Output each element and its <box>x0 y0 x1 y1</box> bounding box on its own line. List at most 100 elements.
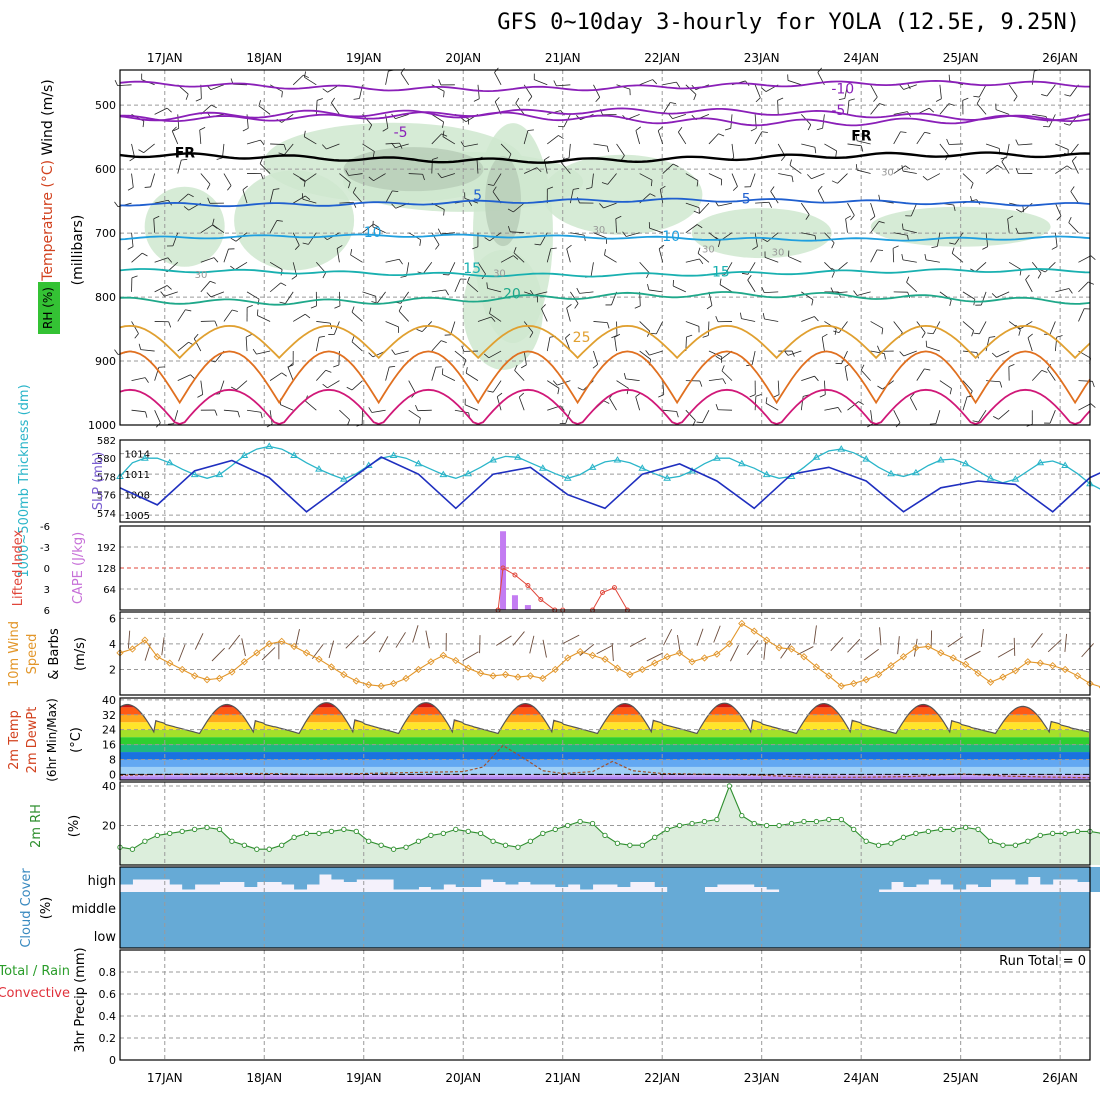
y-label-thickness: 1000~500mb Thickness (dm) <box>17 384 32 577</box>
wind-barb <box>362 223 374 234</box>
y-tick-pressure: 500 <box>95 99 116 112</box>
wind-barb <box>893 131 901 145</box>
wind-barb-flag <box>1063 123 1070 126</box>
cloud-high-bar <box>132 867 146 880</box>
wind-barb-flag <box>822 333 828 338</box>
y-label-temp-a-part: 2m Temp <box>7 710 22 770</box>
rh2m-marker <box>415 838 422 844</box>
wind-barb <box>154 107 168 115</box>
y-label-temp-d-part: (°C) <box>69 727 84 753</box>
wind-barb-flag <box>347 419 351 426</box>
wind-barb <box>223 309 233 322</box>
wind-barb <box>547 380 560 389</box>
wind-barb-flag <box>422 174 425 181</box>
wind-barb <box>487 287 502 293</box>
rh2m-marker <box>129 846 136 852</box>
wind-barb <box>593 232 607 239</box>
cloud-high-bar <box>940 867 954 885</box>
wind-barb <box>764 291 779 294</box>
rh2m-marker <box>577 818 583 825</box>
cape-bar <box>511 595 518 610</box>
wind-barb <box>609 397 617 411</box>
wind-barb <box>302 198 317 204</box>
wind-barb <box>615 218 617 233</box>
wind-barb-flag <box>195 98 202 102</box>
wind-barb-flag <box>907 83 911 90</box>
thickness-marker <box>936 456 945 463</box>
temp-band <box>120 737 1090 745</box>
wind-barb-flag <box>970 182 974 189</box>
wind-barb-flag <box>780 155 786 162</box>
thickness-marker <box>737 459 746 467</box>
wind-barb-flag <box>837 407 842 413</box>
thickness-marker <box>563 474 572 481</box>
wind-barb-flag <box>672 163 679 168</box>
wind-barb-flag <box>845 215 852 220</box>
wind-barb-flag <box>372 151 375 158</box>
wind-barb <box>639 321 651 332</box>
wind-barb <box>948 143 963 145</box>
wind-barb-flag <box>142 121 145 128</box>
y-tick-cape: 128 <box>97 564 116 575</box>
wind-barb <box>916 132 925 145</box>
wind-barb <box>293 195 306 204</box>
wind-barb <box>569 189 574 204</box>
wind-barb <box>385 321 399 328</box>
wind-barb-flag <box>1013 96 1018 102</box>
wind10m-barb <box>980 629 984 648</box>
wind10m-marker <box>514 673 522 681</box>
wind-barb-flag <box>833 330 840 334</box>
wind10m-marker <box>564 654 572 662</box>
wind-barb <box>590 262 594 277</box>
wind-barb-flag <box>350 248 353 255</box>
wind-barb <box>777 100 779 115</box>
wind-barb <box>541 308 548 322</box>
wind-barb-flag <box>877 345 881 352</box>
wind10m-marker <box>228 668 236 676</box>
wind-barb <box>242 189 248 204</box>
wind-barb-flag <box>740 312 742 319</box>
y-label-thickness-part: 1000~500mb Thickness (dm) <box>17 384 32 577</box>
wind-barb <box>154 285 168 293</box>
wind-barb <box>800 396 804 411</box>
wind-barb-flag <box>212 218 215 225</box>
thickness-marker <box>315 465 323 472</box>
rh2m-marker <box>701 818 708 825</box>
y-label-cloud-part: Cloud Cover <box>19 868 34 948</box>
wind-barb <box>604 254 617 263</box>
wind-barb <box>1078 255 1092 263</box>
wind-barb <box>395 143 409 149</box>
wind-barb <box>431 133 442 145</box>
cloud-high-bar <box>1052 867 1066 880</box>
time-label-bottom: 21JAN <box>545 1071 581 1085</box>
y-label-cloud-unit-part: (%) <box>39 897 54 920</box>
wind-barb-flag <box>527 129 534 131</box>
wind-barb <box>200 380 204 395</box>
wind-barb-flag <box>762 313 765 320</box>
wind-barb-flag <box>574 303 579 309</box>
wind-barb-flag <box>768 202 772 208</box>
y-tick-pressure: 600 <box>95 163 116 176</box>
rh2m-marker <box>241 842 248 848</box>
wind-barb <box>1018 232 1033 234</box>
wind-barb-flag <box>805 214 810 220</box>
time-label-top: 17JAN <box>147 51 183 65</box>
wind10m-barb <box>813 625 817 644</box>
cloud-high-bar <box>692 867 705 892</box>
wind-barb-flag <box>741 272 749 275</box>
wind-barb-flag <box>508 153 512 160</box>
wind-barb-flag <box>853 290 858 296</box>
wind-barb-flag <box>473 98 480 102</box>
wind10m-barb <box>395 632 406 648</box>
wind-barb <box>939 143 949 156</box>
wind-barb <box>787 350 802 356</box>
wind-barb-flag <box>879 103 886 106</box>
rh2m-marker <box>440 830 446 837</box>
cloud-high-bar <box>741 867 755 885</box>
wind-barb-flag <box>490 316 496 322</box>
y-label-rh2m-part: 2m RH <box>29 804 44 848</box>
wind-barb <box>467 282 479 293</box>
wind-barb-flag <box>563 157 570 160</box>
temp2m-frame <box>119 697 1091 781</box>
y-tick-thickness: 578 <box>97 472 116 483</box>
